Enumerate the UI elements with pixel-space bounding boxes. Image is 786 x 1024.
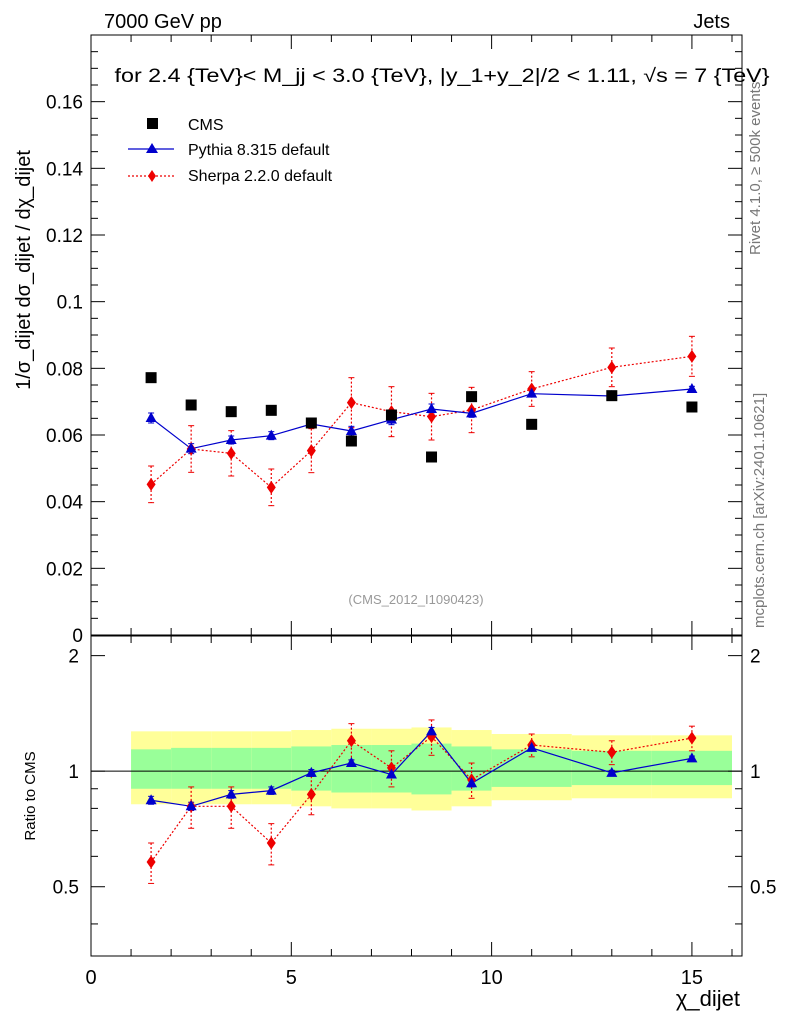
pythia-point [426, 403, 438, 413]
ratio-pythia-line [151, 730, 693, 807]
ratio-y-tick-label: 1 [68, 762, 79, 783]
ratio-pythia-point [265, 784, 277, 795]
ratio-y-tick-label-right: 1 [750, 762, 761, 783]
subtitle: for 2.4 {TeV}< M_jj < 3.0 {TeV}, |y_1+y_… [115, 66, 770, 87]
cms-point [145, 372, 157, 384]
ratio-pythia-point [385, 768, 397, 779]
pythia-point [145, 412, 157, 422]
cms-point [466, 391, 478, 403]
main-y-label: 1/σ_dijet dσ_dijet / dχ_dijet [13, 150, 35, 390]
main-y-tick-label: 0 [72, 626, 83, 647]
pythia-point [265, 429, 277, 440]
pythia-point [345, 425, 357, 435]
ratio-pythia-point [305, 766, 317, 777]
x-tick-label: 15 [681, 967, 703, 989]
cms-point [686, 401, 698, 413]
legend-marker-sherpa [148, 170, 156, 182]
x-axis-label: χ_dijet [676, 986, 740, 1011]
ratio-sherpa-point [346, 734, 356, 748]
pythia-point [686, 383, 698, 393]
main-y-tick-label: 0.16 [46, 93, 83, 114]
cms-point [526, 418, 538, 430]
legend-marker-cms [147, 118, 158, 129]
cms-point [225, 406, 237, 418]
legend-label-sherpa: Sherpa 2.2.0 default [188, 168, 333, 185]
rivet-label: Rivet 4.1.0, ≥ 500k events [747, 82, 764, 255]
sherpa-point [306, 444, 316, 458]
ratio-sherpa-line [150, 735, 693, 863]
sherpa-point [687, 349, 697, 363]
main-y-tick-label: 0.12 [46, 226, 83, 247]
cms-point [606, 390, 618, 402]
ratio-pythia-point [345, 757, 357, 768]
sherpa-point [607, 360, 617, 374]
cms-point [385, 409, 397, 421]
legend-label-cms: CMS [188, 117, 224, 134]
pythia-point [225, 434, 237, 444]
cms-point [305, 417, 317, 429]
pythia-point [185, 442, 197, 453]
ratio-frame [90, 635, 743, 957]
cms-point [265, 404, 277, 416]
main-y-tick-label: 0.02 [46, 559, 83, 580]
analysis-watermark: (CMS_2012_I1090423) [348, 592, 483, 607]
ratio-y-label: Ratio to CMS [22, 751, 39, 840]
ratio-pythia-point [606, 766, 618, 777]
cms-point [185, 399, 197, 411]
legend-label-pythia: Pythia 8.315 default [188, 142, 330, 159]
x-tick-label: 0 [85, 967, 96, 989]
ratio-band-inner [131, 749, 172, 789]
ratio-y-tick-label: 2 [68, 647, 79, 668]
header-left: 7000 GeV pp [104, 11, 222, 33]
ratio-band-inner [171, 747, 212, 789]
ratio-sherpa-point [607, 745, 617, 759]
x-tick-label: 5 [286, 967, 297, 989]
ratio-band-inner [211, 747, 252, 789]
ratio-sherpa-point [306, 787, 316, 801]
main-y-tick-label: 0.14 [46, 159, 83, 180]
ratio-pythia-point [686, 752, 698, 763]
ratio-plot: 0 5 10 15 0.5 0.5 1 1 2 2 [53, 635, 776, 989]
ratio-y-tick-label-right: 2 [750, 647, 761, 668]
sherpa-point [266, 480, 276, 494]
ratio-pythia-point [145, 794, 157, 805]
ratio-pythia-point [225, 788, 237, 799]
main-plot: 0 0.02 0.04 0.06 0.08 0.1 0.12 0.14 0.16 [46, 34, 743, 647]
cms-point [426, 451, 438, 463]
x-tick-label: 10 [480, 967, 502, 989]
cms-point [345, 435, 357, 447]
sherpa-point [146, 477, 156, 491]
main-y-tick-label: 0.1 [57, 293, 83, 314]
ratio-band-inner [251, 747, 292, 789]
sherpa-line [150, 355, 693, 489]
mcplots-label: mcplots.cern.ch [arXiv:2401.10621] [751, 393, 768, 628]
ratio-sherpa-point [386, 761, 396, 775]
ratio-sherpa-point [226, 799, 236, 813]
ratio-pythia-point [526, 741, 538, 752]
pythia-point [466, 407, 478, 418]
legend: CMS Pythia 8.315 default Sherpa 2.2.0 de… [128, 117, 333, 185]
ratio-y-tick-label-right: 0.5 [750, 878, 776, 899]
main-y-tick-label: 0.04 [46, 493, 83, 514]
legend-marker-pythia [146, 143, 158, 153]
ratio-sherpa-point [687, 731, 697, 745]
sherpa-point [226, 446, 236, 460]
ratio-sherpa-point [146, 855, 156, 869]
main-y-tick-label: 0.06 [46, 426, 83, 447]
ratio-pythia-point [466, 777, 478, 788]
ratio-pythia-point [426, 725, 438, 736]
sherpa-point [346, 396, 356, 410]
main-y-tick-label: 0.08 [46, 359, 83, 380]
pythia-point [526, 387, 538, 398]
ratio-y-tick-label: 0.5 [53, 878, 79, 899]
ratio-sherpa-point [266, 836, 276, 850]
pythia-line [150, 388, 692, 450]
header-right: Jets [693, 11, 730, 33]
sherpa-point [427, 410, 437, 424]
ratio-pythia-point [185, 800, 197, 811]
